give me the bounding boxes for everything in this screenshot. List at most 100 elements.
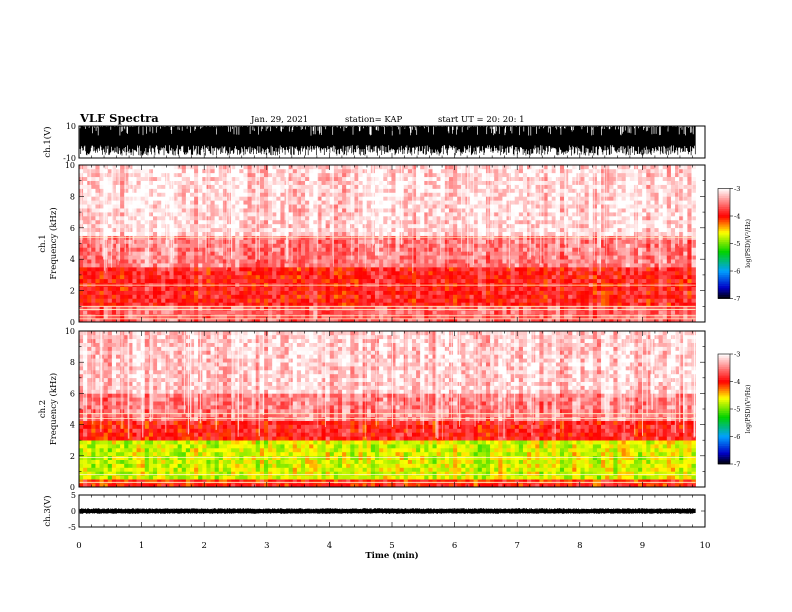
spectrogram-cell (555, 216, 561, 221)
spectrogram-cell (239, 259, 244, 264)
spectrogram-cell (189, 180, 195, 185)
spectrogram-cell (87, 227, 92, 233)
spectrogram-cell (136, 310, 141, 315)
spectrogram-cell (333, 223, 339, 229)
spectrogram-cell (444, 216, 450, 221)
spectrogram-cell (559, 168, 565, 174)
spectrogram-cell (358, 259, 363, 264)
spectrogram-cell (243, 180, 248, 185)
spectrogram-cell (424, 290, 429, 295)
spectrogram-cell (128, 306, 133, 311)
spectrogram-cell (272, 188, 277, 193)
spectrogram-cell (148, 176, 154, 181)
spectrogram-cell (572, 216, 577, 221)
spectrogram-cell (551, 290, 557, 295)
spectrogram-cell (157, 204, 162, 209)
spectrogram-cell (510, 204, 516, 209)
spectrogram-cell (374, 204, 380, 209)
spectrogram-cell (132, 227, 137, 233)
spectrogram-cell (321, 184, 326, 189)
spectrogram-cell (555, 165, 561, 170)
spectrogram-cell (194, 204, 199, 209)
spectrogram-cell (272, 235, 277, 240)
spectrogram-cell (280, 168, 285, 174)
spectrogram-cell (309, 251, 314, 256)
spectrogram-cell (251, 212, 257, 217)
spectrogram-cell (543, 251, 548, 256)
spectrogram-cell (555, 243, 561, 248)
spectrogram-cell (518, 294, 524, 299)
spectrogram-cell (235, 176, 240, 181)
spectrogram-cell (551, 286, 557, 291)
spectrogram-cell (243, 310, 248, 315)
spectrogram-cell (300, 294, 306, 299)
spectrogram-cell (514, 239, 520, 244)
spectrogram-cell (379, 196, 384, 201)
spectrogram-cell (185, 204, 191, 209)
spectrogram-cell (329, 216, 335, 221)
spectrogram-cell (337, 274, 343, 280)
spectrogram-cell (444, 219, 450, 225)
spectrogram-cell (152, 168, 158, 174)
spectrogram-cell (325, 239, 331, 244)
spectrogram-cell (325, 200, 331, 205)
spectrogram-cell (342, 251, 347, 256)
spectrogram-cell (568, 208, 573, 213)
spectrogram-cell (473, 200, 479, 205)
spectrogram-cell (124, 267, 129, 272)
spectrogram-cell (148, 239, 154, 244)
spectrogram-cell (292, 219, 298, 225)
spectrogram-cell (210, 192, 215, 197)
spectrogram-cell (317, 306, 322, 311)
spectrogram-cell (490, 274, 495, 280)
spectrogram-cell (522, 219, 528, 225)
spectrogram-cell (132, 247, 137, 252)
spectrogram-cell (383, 247, 388, 252)
spectrogram-cell (531, 223, 536, 229)
spectrogram-cell (313, 270, 318, 276)
spectrogram-cell (337, 180, 343, 185)
spectrogram-cell (424, 286, 429, 291)
spectrogram-cell (173, 219, 178, 225)
spectrogram-cell (411, 294, 417, 299)
spectrogram-cell (531, 168, 536, 174)
spectrogram-cell (374, 200, 380, 205)
spectrogram-cell (444, 243, 450, 248)
spectrogram-cell (424, 267, 429, 272)
spectrogram-cell (292, 231, 298, 236)
spectrogram-cell (522, 212, 528, 217)
spectrogram-cell (317, 165, 322, 170)
spectrogram-cell (358, 200, 363, 205)
spectrogram-cell (91, 172, 96, 178)
spectrogram-cell (379, 274, 384, 280)
spectrogram-cell (255, 255, 261, 260)
spectrogram-cell (268, 219, 273, 225)
spectrogram-cell (140, 188, 146, 193)
spectrogram-cell (280, 196, 285, 201)
spectrogram-cell (95, 204, 100, 209)
spectrogram-cell (173, 165, 178, 170)
spectrogram-cell (407, 302, 413, 307)
spectrogram-cell (444, 235, 450, 240)
spectrogram-cell (99, 314, 104, 319)
spectrogram-cell (177, 259, 183, 264)
spectrogram-cell (280, 204, 285, 209)
spectrogram-cell (259, 314, 265, 319)
spectrogram-cell (111, 184, 117, 189)
spectrogram-cell (280, 318, 285, 323)
spectrogram-cell (337, 318, 343, 323)
spectrogram-cell (83, 204, 88, 209)
spectrogram-cell (354, 251, 359, 256)
spectrogram-cell (391, 263, 396, 268)
spectrogram-cell (461, 267, 466, 272)
spectrogram-cell (469, 208, 474, 213)
spectrogram-cell (132, 176, 137, 181)
spectrogram-cell (321, 239, 326, 244)
spectrogram-cell (251, 302, 257, 307)
spectrogram-cell (124, 204, 129, 209)
spectrogram-cell (407, 278, 413, 284)
spectrogram-cell (572, 263, 577, 268)
spectrogram-cell (300, 286, 306, 291)
spectrogram-cell (206, 267, 211, 272)
spectrogram-cell (346, 223, 351, 229)
